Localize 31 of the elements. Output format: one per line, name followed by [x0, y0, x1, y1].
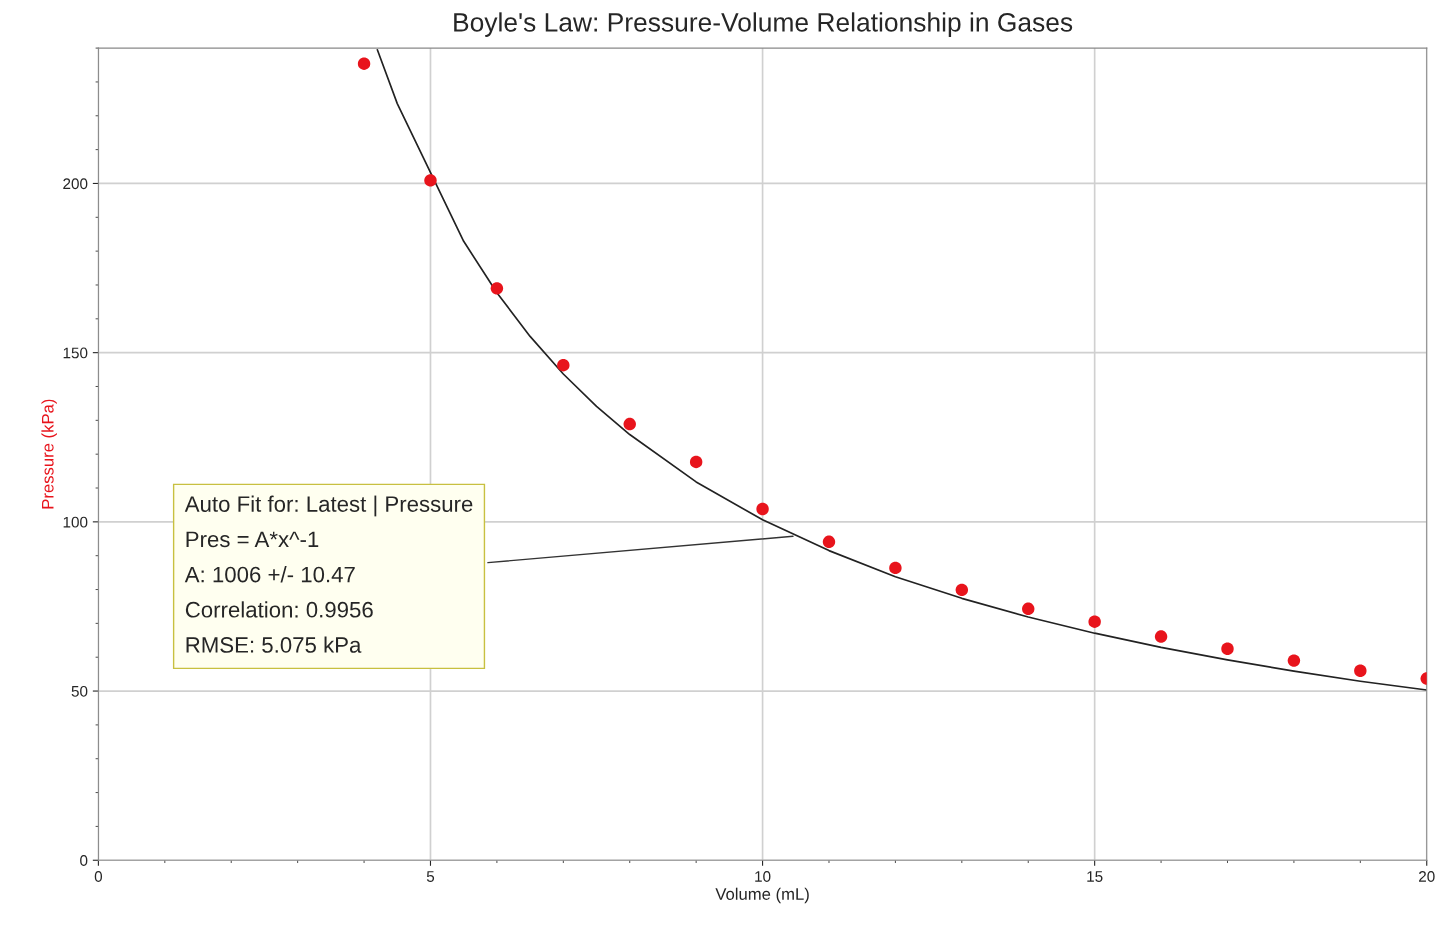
point [1022, 602, 1035, 616]
y-tick-label: 0 [80, 855, 88, 866]
y-tick-label: 50 [71, 685, 88, 697]
point [1221, 642, 1234, 655]
point [424, 174, 437, 187]
point [557, 358, 570, 372]
point [490, 282, 504, 295]
point [889, 561, 902, 575]
annotation: Auto Fit for: Latest | Pressure Pres = A*x^-1 A: 1006 +/- 10.47 Correlation: 0.9956 RMSE: 5.075 kPa [184, 495, 473, 653]
point [1287, 654, 1301, 667]
x-tick-label: 15 [1087, 871, 1103, 882]
y-axis-title: Pressure (kPa) [41, 399, 57, 509]
chart-title: Boyle's Law: Pressure-Volume Relationship in Gases [454, 12, 1073, 37]
x-tick-label: 10 [755, 871, 771, 882]
point [756, 502, 769, 516]
x-tick-label: 0 [94, 871, 103, 882]
point [689, 455, 703, 469]
point [955, 583, 969, 597]
point [822, 535, 836, 549]
y-tick-label: 100 [63, 516, 88, 528]
x-tick-label: 20 [1419, 871, 1435, 882]
line-series [376, 48, 1427, 691]
y-tick-label: 200 [63, 178, 88, 190]
point [1154, 630, 1168, 643]
point [623, 417, 636, 431]
point [357, 57, 371, 70]
point [1354, 664, 1367, 677]
point [1088, 615, 1101, 628]
x-tick-label: 5 [426, 871, 435, 882]
x-axis-title: Volume (mL) [715, 887, 809, 904]
y-tick-label: 150 [63, 347, 88, 359]
